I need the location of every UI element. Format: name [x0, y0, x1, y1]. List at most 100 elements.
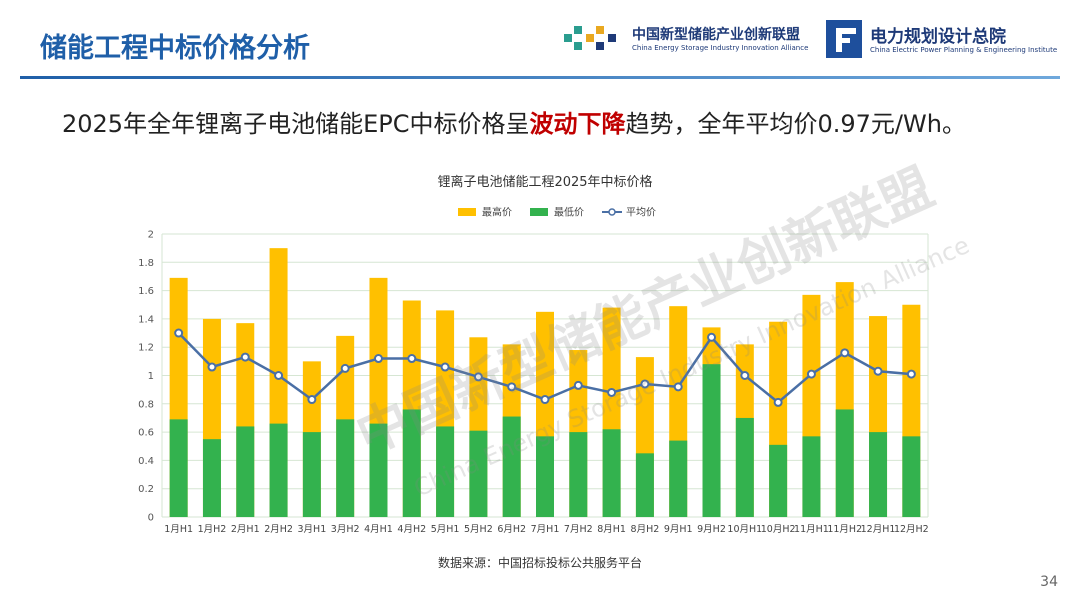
- x-tick-label: 11月H2: [827, 524, 862, 535]
- bar: [702, 364, 721, 517]
- x-tick-label: 4月H2: [397, 524, 426, 535]
- y-tick-label: 1.8: [138, 258, 154, 269]
- y-tick-label: 1.6: [138, 286, 154, 297]
- bar: [269, 423, 288, 517]
- logo1-cn: 中国新型储能产业创新联盟: [632, 27, 800, 43]
- y-tick-label: 0.2: [138, 484, 154, 495]
- bar: [469, 430, 488, 517]
- line-marker: [540, 395, 550, 405]
- y-tick-label: 1.2: [138, 343, 154, 354]
- bar: [802, 436, 821, 517]
- headline-highlight: 波动下降: [529, 110, 626, 138]
- legend-label: 平均价: [626, 207, 656, 219]
- x-tick-label: 11月H1: [794, 524, 829, 535]
- logo2-cn: 电力规划设计总院: [870, 27, 1006, 47]
- x-tick-label: 1月H2: [198, 524, 227, 535]
- line-marker: [240, 352, 250, 362]
- line-marker: [440, 362, 450, 372]
- line-marker: [473, 372, 483, 382]
- slide-title: 储能工程中标价格分析: [40, 33, 310, 64]
- x-tick-label: 6月H2: [497, 524, 526, 535]
- x-tick-label: 2月H1: [231, 524, 260, 535]
- line-marker: [707, 332, 717, 342]
- logo1-icon: [564, 26, 616, 50]
- x-tick-label: 10月H1: [727, 524, 762, 535]
- bar: [835, 409, 854, 517]
- line-marker: [340, 363, 350, 373]
- line-marker: [740, 371, 750, 380]
- bar: [436, 426, 455, 517]
- headline: 2025年全年锂离子电池储能EPC中标价格呈波动下降趋势，全年平均价0.97元/…: [62, 104, 966, 139]
- line-marker: [507, 382, 517, 392]
- logo2-icon: [826, 20, 862, 58]
- line-marker: [207, 362, 217, 372]
- x-tick-label: 9月H1: [664, 524, 693, 535]
- bar: [336, 419, 355, 517]
- bar: [169, 419, 188, 517]
- y-tick-label: 0: [148, 513, 154, 524]
- source-note: 数据来源：中国招标投标公共服务平台: [437, 556, 642, 570]
- bar: [536, 436, 554, 517]
- bar: [302, 432, 321, 517]
- line-marker: [274, 371, 284, 380]
- y-tick-label: 0.6: [138, 428, 154, 439]
- legend-swatch: [530, 208, 548, 216]
- bar: [635, 453, 654, 517]
- chart-title: 锂离子电池储能工程2025年中标价格: [437, 174, 652, 190]
- legend-swatch: [458, 208, 476, 216]
- y-tick-label: 0.4: [138, 456, 154, 467]
- bar: [236, 426, 255, 517]
- line-marker: [906, 369, 916, 379]
- page-number: 34: [1040, 574, 1058, 590]
- line-marker: [773, 397, 783, 407]
- header-rule: [20, 76, 1060, 79]
- x-tick-label: 9月H2: [697, 524, 726, 535]
- logo1-en: China Energy Storage Industry Innovation…: [632, 44, 809, 52]
- bar: [769, 444, 788, 517]
- line-marker: [307, 395, 317, 405]
- line-marker: [840, 348, 850, 358]
- line-marker: [174, 328, 184, 338]
- line-marker: [873, 366, 883, 376]
- line-marker: [673, 382, 683, 392]
- bar: [569, 432, 588, 517]
- x-tick-label: 7月H2: [564, 524, 593, 535]
- bar: [902, 436, 921, 517]
- line-marker: [607, 387, 617, 397]
- x-tick-label: 8月H2: [631, 524, 660, 535]
- bar: [869, 432, 888, 517]
- legend-swatch: [608, 208, 616, 216]
- x-tick-label: 1月H1: [164, 524, 193, 535]
- x-tick-label: 12月H1: [861, 524, 896, 535]
- headline-text: 趋势，全年平均价0.97元/Wh。: [625, 110, 966, 138]
- headline-text: 2025年全年锂离子电池储能EPC中标价格呈: [62, 110, 530, 138]
- legend-label: 最低价: [554, 206, 584, 219]
- x-tick-label: 3月H2: [331, 524, 360, 535]
- bar: [202, 439, 221, 517]
- line-marker: [806, 369, 816, 379]
- x-tick-label: 5月H2: [464, 524, 493, 535]
- y-tick-label: 1: [148, 371, 154, 382]
- x-tick-label: 12月H2: [894, 524, 929, 535]
- x-tick-label: 10月H2: [761, 524, 796, 535]
- x-tick-label: 3月H1: [298, 524, 327, 535]
- x-tick-label: 8月H1: [597, 524, 626, 535]
- x-tick-label: 2月H2: [264, 524, 293, 535]
- bar: [369, 423, 388, 517]
- bar: [402, 409, 421, 517]
- logo2-en: China Electric Power Planning & Engineer…: [870, 46, 1058, 54]
- line-marker: [573, 380, 583, 390]
- y-tick-label: 1.4: [138, 314, 154, 325]
- y-tick-label: 2: [148, 230, 154, 241]
- line-marker: [640, 379, 650, 389]
- line-marker: [407, 354, 417, 364]
- bar: [735, 417, 754, 517]
- bar: [669, 440, 688, 517]
- y-tick-label: 0.8: [138, 399, 154, 410]
- x-tick-label: 7月H1: [531, 524, 560, 535]
- line-marker: [373, 354, 383, 364]
- bar: [602, 429, 621, 517]
- x-tick-label: 5月H1: [431, 524, 460, 535]
